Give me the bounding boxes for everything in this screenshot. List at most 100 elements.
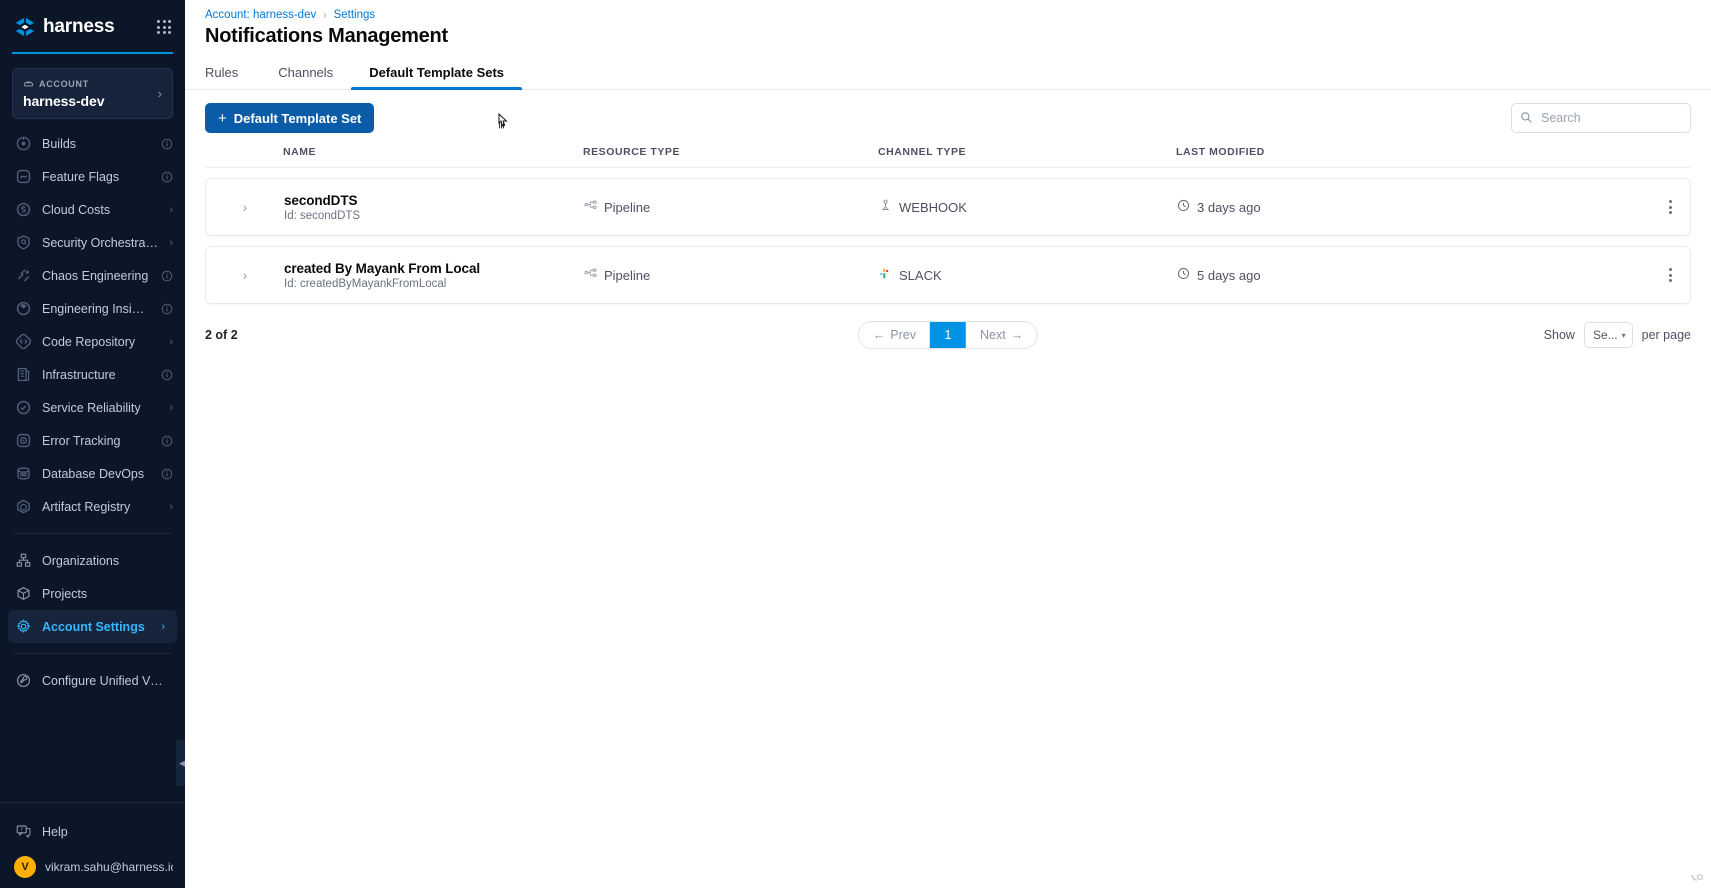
breadcrumb: Account: harness-dev › Settings — [205, 9, 1711, 21]
tab-channels[interactable]: Channels — [278, 65, 334, 80]
page-size-select[interactable]: Se... ▾ — [1583, 322, 1633, 348]
tab-rules[interactable]: Rules — [205, 65, 239, 80]
table-row[interactable]: › created By Mayank From Local Id: creat… — [205, 246, 1691, 304]
sidebar-item-engineering-insights[interactable]: Engineering Insights — [0, 292, 185, 325]
resize-corner-icon — [1691, 873, 1704, 881]
sidebar-item-label: Help — [42, 824, 68, 839]
chevron-right-icon[interactable]: › — [169, 500, 173, 513]
sidebar-item-database-devops[interactable]: Database DevOps — [0, 457, 185, 490]
sidebar-item-label: Artifact Registry — [42, 499, 131, 514]
chevron-right-icon[interactable]: › — [169, 401, 173, 414]
cell-name: created By Mayank From Local Id: created… — [284, 261, 584, 290]
sidebar-item-projects[interactable]: Projects — [0, 577, 185, 610]
brand-underline — [12, 52, 173, 54]
info-icon[interactable] — [161, 303, 173, 315]
kebab-menu-icon[interactable] — [1665, 196, 1676, 218]
cell-channel-type: WEBHOOK — [879, 199, 1177, 215]
resource-type-label: Pipeline — [604, 199, 651, 215]
clock-icon — [1177, 267, 1190, 283]
sidebar-divider-2 — [14, 653, 171, 654]
error-tracking-icon — [14, 432, 32, 450]
cell-name: secondDTS Id: secondDTS — [284, 193, 584, 222]
sidebar-item-label: Builds — [42, 136, 77, 151]
kebab-menu-icon[interactable] — [1665, 264, 1676, 286]
row-expander-icon[interactable]: › — [242, 267, 248, 283]
sidebar-item-service-reliability[interactable]: Service Reliability › — [0, 391, 185, 424]
sidebar-item-label: Database DevOps — [42, 466, 145, 481]
row-expander-icon[interactable]: › — [242, 199, 248, 215]
chaos-engineering-icon — [14, 267, 32, 285]
add-default-template-set-button[interactable]: + Default Template Set — [205, 103, 375, 133]
projects-icon — [14, 585, 32, 603]
table-row[interactable]: › secondDTS Id: secondDTS Pipeline WEBHO… — [205, 178, 1691, 236]
arrow-left-icon: ← — [872, 328, 886, 342]
breadcrumb-settings[interactable]: Settings — [333, 9, 376, 21]
info-icon[interactable] — [161, 435, 173, 447]
search-input[interactable] — [1511, 103, 1691, 133]
webhook-icon — [879, 199, 892, 215]
template-set-name: created By Mayank From Local — [284, 260, 481, 276]
page-title: Notifications Management — [205, 25, 448, 47]
info-icon[interactable] — [161, 468, 173, 480]
account-label-row: ACCOUNT — [23, 77, 104, 90]
account-selector[interactable]: ACCOUNT harness-dev › — [12, 68, 173, 119]
sidebar-item-feature-flags[interactable]: Feature Flags — [0, 160, 185, 193]
tab-bar: Rules Channels Default Template Sets — [185, 58, 1711, 90]
next-label: Next — [980, 328, 1006, 342]
sidebar-item-chaos-engineering[interactable]: Chaos Engineering — [0, 259, 185, 292]
table-header-row: NAME RESOURCE TYPE CHANNEL TYPE LAST MOD… — [205, 146, 1691, 168]
sidebar-item-label: Feature Flags — [42, 169, 120, 184]
column-header-last-modified: LAST MODIFIED — [1176, 146, 1265, 158]
chevron-right-icon[interactable]: › — [169, 236, 173, 249]
search-container — [1511, 103, 1691, 133]
last-modified-label: 5 days ago — [1197, 267, 1261, 283]
infrastructure-icon — [14, 366, 32, 384]
chevron-right-icon[interactable]: › — [169, 203, 173, 216]
chevron-right-icon[interactable]: › — [161, 620, 165, 633]
toolbar: + Default Template Set — [185, 90, 1711, 146]
sidebar-item-label: Code Repository — [42, 334, 136, 349]
sidebar-item-label: Chaos Engineering — [42, 268, 149, 283]
page-number-1[interactable]: 1 — [930, 322, 966, 348]
sidebar-item-label: Error Tracking — [42, 433, 121, 448]
breadcrumb-account[interactable]: Account: harness-dev — [205, 9, 317, 21]
page-size-controls: Show Se... ▾ per page — [1544, 322, 1691, 348]
sidebar-item-builds[interactable]: Builds — [0, 127, 185, 160]
last-modified-label: 3 days ago — [1197, 199, 1261, 215]
add-button-label: Default Template Set — [233, 110, 362, 126]
sidebar-item-account-settings[interactable]: Account Settings › — [8, 610, 177, 643]
apps-grid-icon[interactable] — [157, 20, 171, 34]
user-profile[interactable]: V vikram.sahu@harness.io — [0, 848, 185, 878]
sidebar-item-code-repository[interactable]: Code Repository › — [0, 325, 185, 358]
next-page-button[interactable]: Next → — [966, 322, 1037, 348]
info-icon[interactable] — [161, 369, 173, 381]
prev-page-button[interactable]: ← Prev — [859, 322, 930, 348]
brand-link[interactable]: harness — [14, 16, 115, 38]
tab-default-template-sets[interactable]: Default Template Sets — [351, 65, 522, 90]
sidebar-item-error-tracking[interactable]: Error Tracking — [0, 424, 185, 457]
collapse-sidebar-icon[interactable]: ◀ — [176, 740, 185, 786]
pipeline-icon — [584, 267, 597, 283]
chevron-right-icon[interactable]: › — [169, 335, 173, 348]
column-header-channel-type: CHANNEL TYPE — [878, 146, 967, 158]
channel-type-label: WEBHOOK — [899, 199, 967, 215]
help-chat-icon: ? — [14, 823, 32, 841]
avatar: V — [14, 856, 36, 878]
wrench-icon — [14, 672, 32, 690]
sidebar-item-help[interactable]: ? Help — [0, 815, 185, 848]
info-icon[interactable] — [161, 270, 173, 282]
sidebar-nav: Builds Feature Flags Cloud Costs › — [0, 125, 185, 802]
sidebar-item-cloud-costs[interactable]: Cloud Costs › — [0, 193, 185, 226]
per-page-label: per page — [1641, 328, 1691, 342]
info-icon[interactable] — [161, 138, 173, 150]
template-sets-table: NAME RESOURCE TYPE CHANNEL TYPE LAST MOD… — [185, 146, 1711, 304]
sidebar-item-organizations[interactable]: Organizations — [0, 544, 185, 577]
sidebar-item-security-orchestration[interactable]: Security Orchestrat... › — [0, 226, 185, 259]
sidebar-item-artifact-registry[interactable]: Artifact Registry › — [0, 490, 185, 523]
chevron-right-icon: › — [157, 85, 162, 101]
row-menu-cell — [1650, 196, 1690, 218]
sidebar-item-infrastructure[interactable]: Infrastructure — [0, 358, 185, 391]
sidebar-item-configure-unified-view[interactable]: Configure Unified View — [0, 664, 185, 697]
info-icon[interactable] — [161, 171, 173, 183]
cell-channel-type: SLACK — [879, 267, 1177, 283]
